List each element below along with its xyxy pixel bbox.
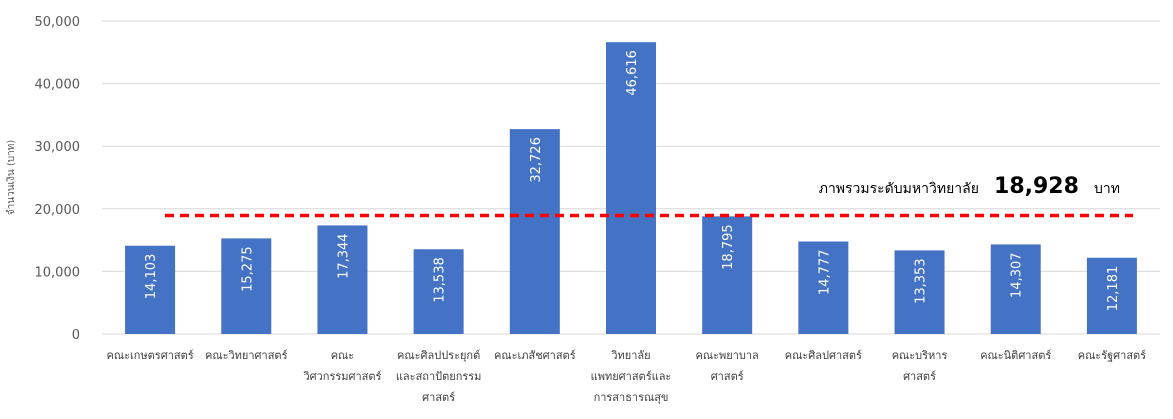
bar-value-label: 14,103	[144, 254, 159, 299]
category-label: คณะวิทยาศาสตร์	[205, 349, 288, 362]
category-label: คณะวิศวกรรมศาสตร์	[303, 349, 382, 383]
y-axis-title: จำนวนเงิน (บาท)	[6, 140, 17, 216]
bar	[990, 244, 1041, 334]
category-label-line: คณะพยาบาล	[696, 349, 759, 362]
bar-value-label: 15,275	[240, 246, 255, 291]
bar	[894, 250, 945, 334]
bar	[798, 241, 849, 334]
bars	[125, 42, 1137, 335]
category-label-line: คณะศิลปประยุกต์	[397, 349, 480, 362]
bar	[125, 245, 176, 334]
bar-value-label: 46,616	[625, 50, 640, 95]
bar	[221, 238, 272, 334]
category-label-line: ศาสตร์	[903, 370, 936, 383]
bar	[413, 249, 464, 334]
category-label-line: การสาธารณสุข	[594, 391, 669, 404]
category-label: คณะเภสัชศาสตร์	[494, 349, 576, 362]
reference-unit: บาท	[1094, 181, 1120, 197]
category-label: คณะบริหารศาสตร์	[892, 349, 948, 383]
category-label-line: คณะบริหาร	[892, 349, 948, 362]
y-tick-label: 0	[72, 328, 80, 343]
bar-value-label: 14,307	[1010, 252, 1025, 297]
category-label: คณะนิติศาสตร์	[980, 349, 1051, 362]
category-label: คณะศิลปศาสตร์	[785, 349, 862, 362]
y-tick-label: 50,000	[35, 15, 81, 30]
y-tick-label: 20,000	[35, 203, 81, 218]
category-label-line: วิทยาลัย	[611, 349, 651, 362]
category-label-line: คณะเภสัชศาสตร์	[494, 349, 576, 362]
y-axis-tick-labels: 0 10,000 20,000 30,000 40,000 50,000	[35, 15, 81, 343]
bar-value-label: 13,353	[914, 258, 929, 304]
bar	[317, 225, 368, 334]
bar-value-label: 13,538	[433, 257, 448, 303]
reference-value: 18,928	[994, 174, 1079, 199]
category-label-line: แพทยศาสตร์และ	[591, 370, 672, 383]
bar	[1086, 257, 1137, 334]
bar-value-label: 12,181	[1106, 266, 1121, 312]
category-label-line: คณะศิลปศาสตร์	[785, 349, 862, 362]
bar-value-label: 14,777	[817, 249, 832, 294]
category-label: คณะพยาบาลศาสตร์	[696, 349, 759, 383]
category-label-line: คณะ	[331, 349, 354, 362]
bar	[509, 129, 560, 334]
bar-value-labels: 14,103 15,275 17,344 13,538 32,726 46,616 18,7…	[144, 50, 1121, 311]
reference-annotation: ภาพรวมระดับมหาวิทยาลัย 18,928 บาท	[819, 174, 1120, 199]
reference-text: ภาพรวมระดับมหาวิทยาลัย	[819, 181, 979, 197]
bar-value-label: 18,795	[721, 224, 736, 270]
bar	[702, 216, 753, 334]
category-label: คณะรัฐศาสตร์	[1078, 349, 1146, 362]
category-label-line: คณะเกษตรศาสตร์	[107, 349, 194, 362]
y-tick-label: 10,000	[35, 265, 81, 280]
category-label-line: ศาสตร์	[711, 370, 744, 383]
category-label-line: คณะวิทยาศาสตร์	[205, 349, 288, 362]
category-label-line: วิศวกรรมศาสตร์	[303, 370, 382, 383]
y-tick-label: 40,000	[35, 78, 81, 93]
category-label-line: คณะนิติศาสตร์	[980, 349, 1051, 362]
y-tick-label: 30,000	[35, 140, 81, 155]
category-label: คณะเกษตรศาสตร์	[107, 349, 194, 362]
category-label: วิทยาลัยแพทยศาสตร์และการสาธารณสุข	[591, 349, 672, 404]
category-label-line: ศาสตร์	[422, 391, 455, 404]
bar-value-label: 17,344	[336, 233, 351, 279]
category-label: คณะศิลปประยุกต์และสถาปัตยกรรมศาสตร์	[396, 349, 482, 404]
category-label-line: และสถาปัตยกรรม	[396, 370, 482, 383]
bar-value-label: 32,726	[529, 137, 544, 183]
category-label-line: คณะรัฐศาสตร์	[1078, 349, 1146, 362]
bar	[606, 42, 656, 335]
category-labels: คณะเกษตรศาสตร์ คณะวิทยาศาสตร์ คณะวิศวกรรมศ…	[107, 349, 1147, 404]
